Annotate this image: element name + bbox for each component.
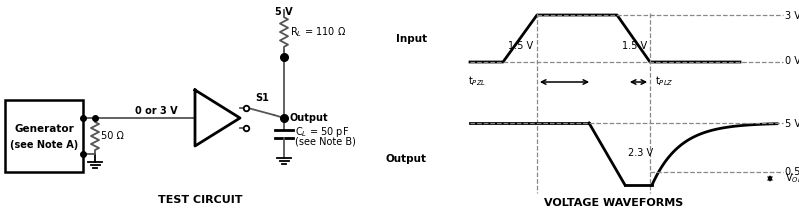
- Text: Output: Output: [289, 113, 328, 123]
- Text: C$_L$ = 50 pF: C$_L$ = 50 pF: [295, 125, 349, 139]
- Text: t$_{PZL}$: t$_{PZL}$: [468, 74, 486, 88]
- Text: S1: S1: [255, 93, 269, 103]
- Text: V$_{OL}$: V$_{OL}$: [785, 172, 799, 185]
- Text: 5 V: 5 V: [785, 119, 799, 129]
- Polygon shape: [195, 90, 240, 146]
- Text: Input: Input: [396, 33, 427, 43]
- Text: 50 Ω: 50 Ω: [101, 131, 124, 141]
- Bar: [5, 100, 83, 172]
- Text: Output: Output: [386, 154, 427, 164]
- Text: (see Note B): (see Note B): [295, 137, 356, 147]
- Text: 0 or 3 V: 0 or 3 V: [135, 106, 177, 116]
- Text: 0.5 V: 0.5 V: [785, 167, 799, 177]
- Text: 1.5 V: 1.5 V: [508, 41, 534, 51]
- Text: 5 V: 5 V: [275, 7, 292, 17]
- Text: 3 V: 3 V: [785, 11, 799, 21]
- Text: Generator: Generator: [14, 124, 74, 134]
- Text: t$_{PLZ}$: t$_{PLZ}$: [655, 74, 674, 88]
- Text: (see Note A): (see Note A): [10, 140, 78, 150]
- Text: 0 V: 0 V: [785, 56, 799, 66]
- Text: 1.5 V: 1.5 V: [622, 41, 647, 51]
- Text: TEST CIRCUIT: TEST CIRCUIT: [157, 195, 242, 205]
- Text: VOLTAGE WAVEFORMS: VOLTAGE WAVEFORMS: [544, 198, 683, 208]
- Text: 2.3 V: 2.3 V: [628, 148, 653, 158]
- Text: R$_L$ = 110 Ω: R$_L$ = 110 Ω: [290, 25, 346, 39]
